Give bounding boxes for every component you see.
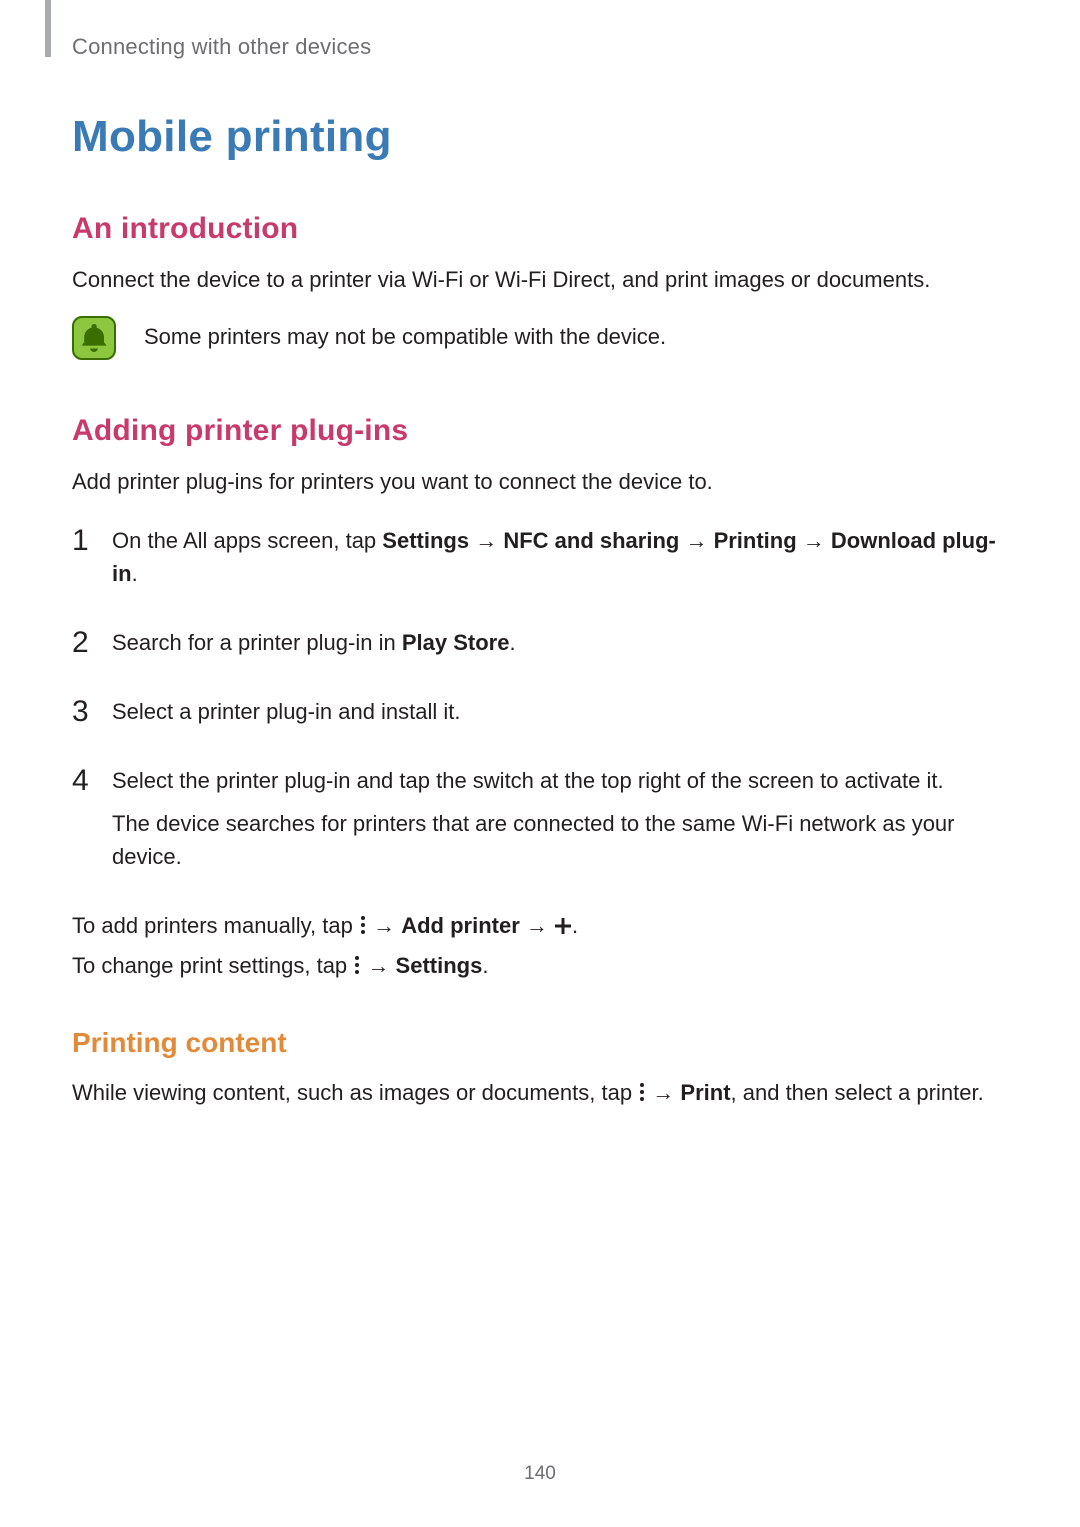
more-vert-icon	[638, 1082, 646, 1102]
manual-add-note: To add printers manually, tap → Add prin…	[72, 909, 1008, 943]
step-2-text: Search for a printer plug-in in Play Sto…	[112, 626, 1008, 659]
step-number: 2	[72, 620, 89, 665]
section-heading-plugins: Adding printer plug-ins	[72, 414, 1008, 448]
step-item: 4 Select the printer plug-in and tap the…	[72, 764, 1008, 873]
page-tab-marker	[45, 0, 51, 57]
step-item: 1 On the All apps screen, tap Settings →…	[72, 524, 1008, 590]
step-3-text: Select a printer plug-in and install it.	[112, 695, 1008, 728]
step-1-text: On the All apps screen, tap Settings → N…	[112, 524, 1008, 590]
step-number: 4	[72, 758, 89, 803]
steps-list: 1 On the All apps screen, tap Settings →…	[72, 524, 1008, 873]
step-item: 2 Search for a printer plug-in in Play S…	[72, 626, 1008, 659]
after-steps-notes: To add printers manually, tap → Add prin…	[72, 909, 1008, 983]
page-content: Connecting with other devices Mobile pri…	[0, 0, 1080, 1109]
plus-icon	[554, 917, 572, 935]
step-4-text: Select the printer plug-in and tap the s…	[112, 764, 1008, 873]
plugins-lead: Add printer plug-ins for printers you wa…	[72, 466, 1008, 498]
print-settings-note: To change print settings, tap → Settings…	[72, 949, 1008, 983]
section-heading-intro: An introduction	[72, 212, 1008, 246]
more-vert-icon	[359, 915, 367, 935]
page-title: Mobile printing	[72, 112, 1008, 162]
page-number: 140	[0, 1463, 1080, 1485]
section-heading-printing: Printing content	[72, 1027, 1008, 1059]
step-number: 1	[72, 518, 89, 563]
printing-text: While viewing content, such as images or…	[72, 1077, 1008, 1109]
bell-note-icon	[72, 316, 116, 360]
step-number: 3	[72, 689, 89, 734]
note-text: Some printers may not be compatible with…	[144, 322, 666, 353]
note-callout: Some printers may not be compatible with…	[72, 316, 1008, 360]
breadcrumb: Connecting with other devices	[72, 34, 1008, 60]
step-item: 3 Select a printer plug-in and install i…	[72, 695, 1008, 728]
intro-text: Connect the device to a printer via Wi-F…	[72, 264, 1008, 296]
